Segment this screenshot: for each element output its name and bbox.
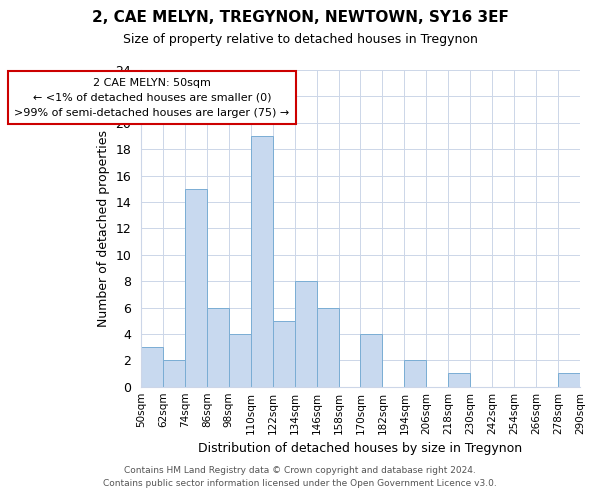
Bar xyxy=(185,189,207,386)
Bar xyxy=(558,374,580,386)
Bar xyxy=(317,308,338,386)
Text: 2 CAE MELYN: 50sqm
← <1% of detached houses are smaller (0)
>99% of semi-detache: 2 CAE MELYN: 50sqm ← <1% of detached hou… xyxy=(14,78,290,118)
Text: Size of property relative to detached houses in Tregynon: Size of property relative to detached ho… xyxy=(122,32,478,46)
Bar xyxy=(404,360,427,386)
Text: 2, CAE MELYN, TREGYNON, NEWTOWN, SY16 3EF: 2, CAE MELYN, TREGYNON, NEWTOWN, SY16 3E… xyxy=(92,10,508,25)
Bar xyxy=(229,334,251,386)
Bar xyxy=(448,374,470,386)
Bar xyxy=(251,136,272,386)
Y-axis label: Number of detached properties: Number of detached properties xyxy=(97,130,110,327)
Bar xyxy=(361,334,382,386)
Text: Contains HM Land Registry data © Crown copyright and database right 2024.
Contai: Contains HM Land Registry data © Crown c… xyxy=(103,466,497,487)
Bar xyxy=(163,360,185,386)
Bar xyxy=(272,320,295,386)
Bar xyxy=(141,347,163,387)
Bar xyxy=(207,308,229,386)
Bar xyxy=(295,281,317,386)
X-axis label: Distribution of detached houses by size in Tregynon: Distribution of detached houses by size … xyxy=(199,442,523,455)
